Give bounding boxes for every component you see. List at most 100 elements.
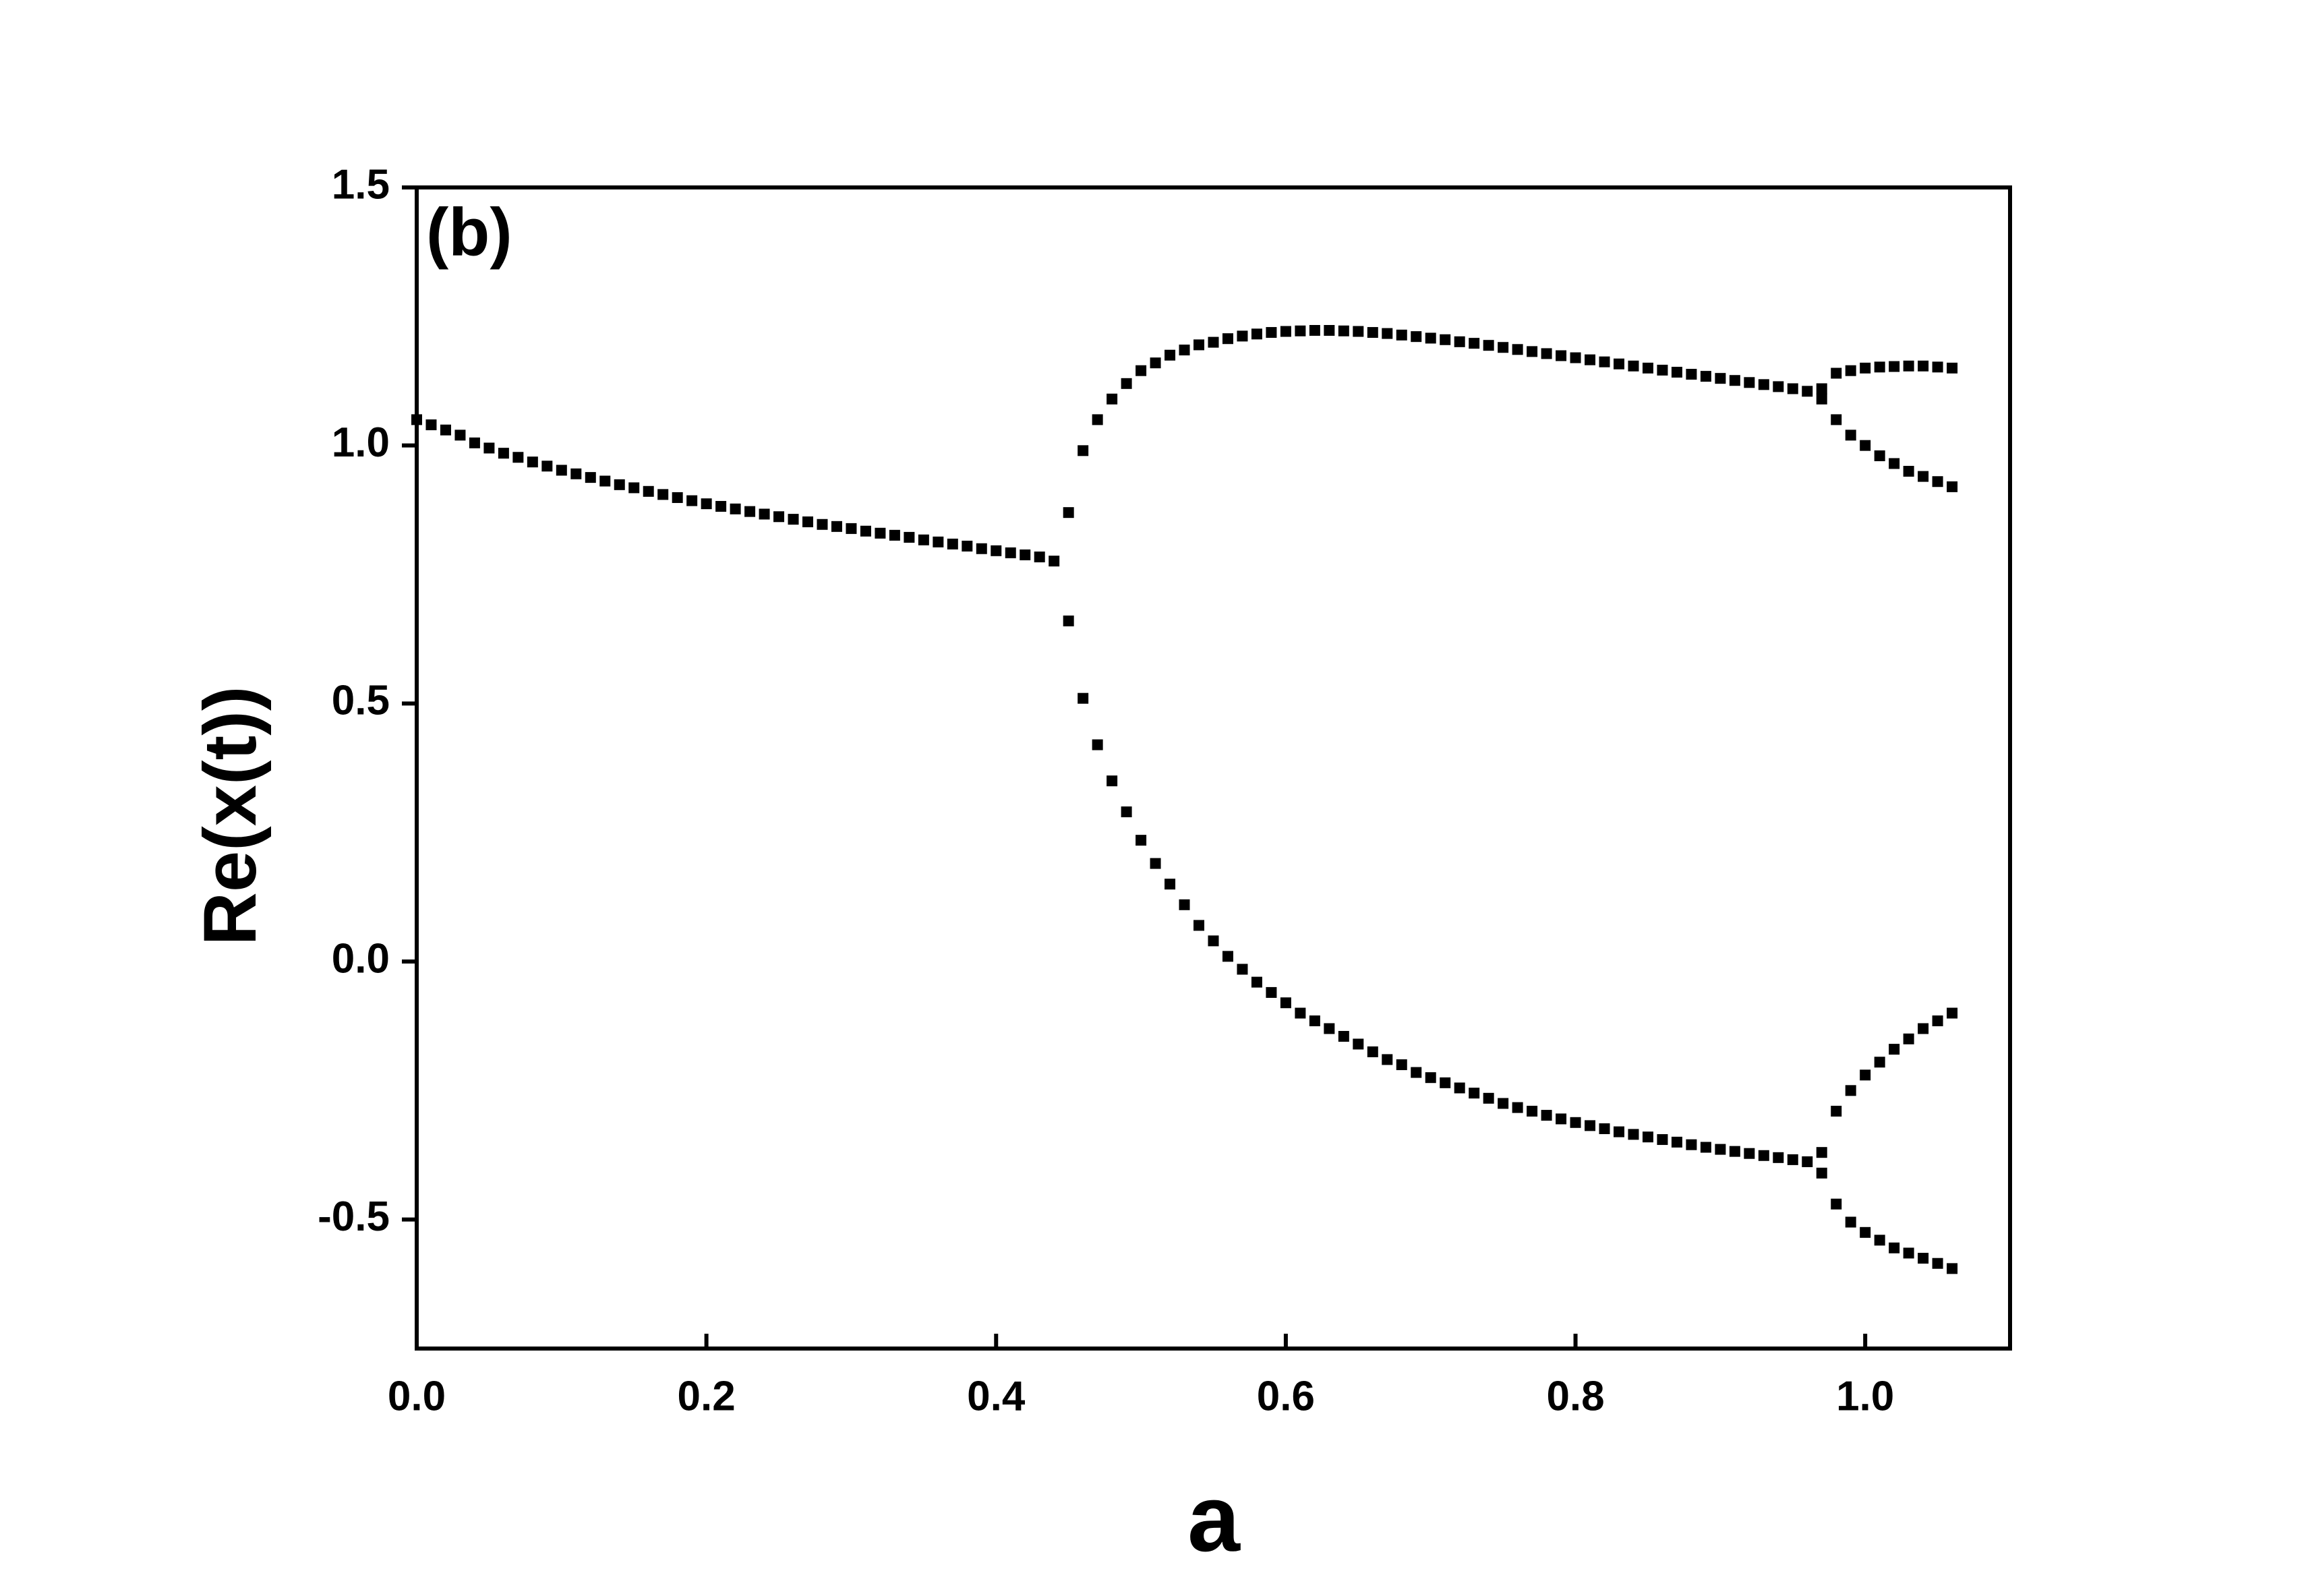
point: [1541, 348, 1552, 359]
point: [933, 536, 944, 548]
point: [1034, 551, 1045, 562]
x-tick-label: 0.0: [388, 1373, 446, 1419]
point: [1613, 1126, 1624, 1137]
point: [1382, 328, 1393, 339]
point: [1512, 1102, 1523, 1113]
point: [1816, 1167, 1827, 1179]
point: [1136, 365, 1147, 376]
point: [1164, 879, 1176, 890]
point: [1498, 342, 1509, 353]
point: [802, 516, 814, 527]
point: [1932, 1258, 1943, 1269]
point: [1845, 365, 1856, 376]
point: [1425, 1072, 1436, 1084]
point: [1874, 361, 1885, 373]
point: [759, 508, 770, 520]
point: [425, 419, 437, 431]
point: [1889, 1044, 1900, 1055]
point: [817, 519, 828, 530]
plot-frame: [415, 185, 2012, 1351]
point: [1556, 350, 1567, 361]
point: [1918, 1253, 1929, 1264]
point: [730, 503, 741, 514]
point: [1280, 326, 1291, 337]
point: [831, 521, 842, 532]
point: [1237, 330, 1248, 342]
point: [976, 543, 987, 554]
point: [1628, 360, 1639, 372]
point: [1107, 393, 1118, 405]
x-tick-label: 0.8: [1546, 1373, 1604, 1419]
point: [744, 506, 756, 517]
point: [846, 523, 857, 534]
point: [1541, 1110, 1552, 1121]
point: [1816, 383, 1827, 394]
point: [875, 527, 886, 539]
point: [1107, 775, 1118, 787]
point: [686, 495, 698, 506]
point: [1454, 336, 1465, 347]
point: [1932, 1015, 1943, 1027]
point: [1266, 986, 1277, 998]
point: [1816, 393, 1827, 405]
y-axis-label: Re(x(t)): [189, 686, 272, 946]
point: [1367, 327, 1378, 338]
point: [1469, 338, 1480, 349]
point: [1671, 366, 1682, 378]
point: [1353, 1038, 1364, 1050]
point: [483, 442, 495, 454]
point: [1903, 360, 1914, 372]
point: [469, 437, 480, 448]
y-tick-label: 0.0: [332, 935, 390, 982]
point: [1150, 357, 1161, 369]
point: [1700, 371, 1711, 382]
point: [1164, 349, 1176, 361]
point: [1744, 377, 1755, 388]
point: [1222, 951, 1233, 962]
point: [1903, 1033, 1914, 1044]
point: [1889, 1242, 1900, 1253]
point: [1150, 858, 1161, 869]
x-tick-label: 0.4: [967, 1373, 1026, 1419]
point: [411, 414, 422, 425]
point: [1715, 1144, 1726, 1155]
point: [643, 485, 654, 497]
point: [440, 424, 451, 436]
point: [1918, 1023, 1929, 1034]
point: [947, 538, 958, 550]
point: [1266, 327, 1277, 338]
point: [1324, 1023, 1335, 1034]
point: [1773, 381, 1784, 392]
y-tick-label: 1.5: [332, 161, 390, 208]
point: [1179, 899, 1190, 910]
point: [1092, 739, 1103, 750]
point: [1686, 1139, 1697, 1150]
point: [1860, 362, 1871, 374]
point: [1092, 414, 1103, 425]
point: [1251, 976, 1262, 988]
point: [1802, 386, 1813, 397]
point: [512, 452, 524, 463]
point: [1845, 1085, 1856, 1096]
point: [1078, 692, 1089, 704]
point: [1758, 379, 1769, 390]
point: [1527, 1105, 1538, 1117]
point: [1845, 430, 1856, 441]
point: [585, 472, 596, 483]
point: [1787, 383, 1798, 394]
point: [1918, 360, 1929, 372]
point: [1411, 331, 1422, 343]
point: [1295, 325, 1306, 336]
point: [773, 511, 785, 523]
point: [860, 525, 871, 537]
point: [1947, 1007, 1958, 1019]
point: [1860, 1226, 1871, 1238]
point: [1932, 361, 1943, 373]
point: [1729, 1146, 1740, 1157]
point: [1324, 324, 1335, 336]
point: [1816, 1147, 1827, 1158]
point: [541, 461, 553, 472]
point: [1874, 1057, 1885, 1068]
point: [1642, 362, 1653, 374]
point: [1353, 326, 1364, 337]
